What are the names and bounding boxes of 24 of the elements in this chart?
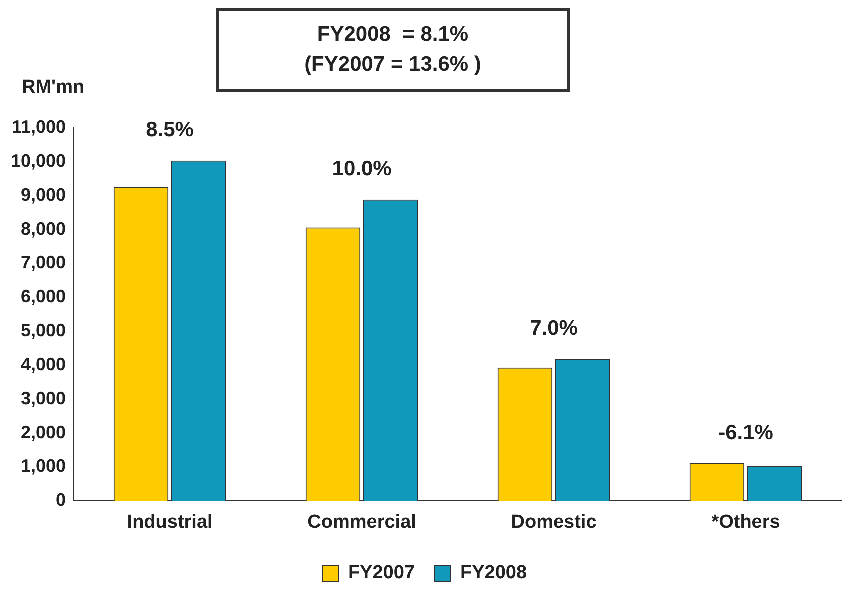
- y-tick-label: 9,000: [21, 184, 66, 205]
- legend-label: FY2008: [460, 562, 528, 584]
- y-tick-label: 2,000: [21, 422, 66, 442]
- x-tick-label: Domestic: [511, 512, 598, 533]
- y-tick-label: 10,000: [10, 150, 66, 171]
- y-axis-title: RM'mn: [22, 77, 85, 98]
- annotation: 8.5%: [146, 118, 194, 142]
- x-tick-label: Commercial: [308, 512, 416, 533]
- legend-label: FY2007: [348, 562, 415, 584]
- y-tick-label: 8,000: [21, 218, 66, 239]
- y-tick-label: 6,000: [21, 286, 66, 307]
- y-tick-label: 5,000: [21, 320, 66, 341]
- y-tick-label: 7,000: [21, 252, 66, 273]
- annotation: 10.0%: [332, 158, 392, 181]
- y-tick-label: 0: [56, 490, 66, 510]
- y-tick-label: 3,000: [21, 388, 66, 408]
- annotation: 7.0%: [530, 316, 578, 340]
- y-tick-label: 11,000: [12, 116, 66, 137]
- annotation: -6.1%: [718, 421, 774, 444]
- x-tick-label: *Others: [712, 512, 780, 533]
- framed-note: FY2008 = 8.1% (FY2007 = 13.6% ): [216, 8, 570, 92]
- x-tick-label: Industrial: [127, 512, 213, 533]
- y-tick-label: 1,000: [21, 456, 66, 476]
- y-tick-label: 4,000: [21, 354, 66, 374]
